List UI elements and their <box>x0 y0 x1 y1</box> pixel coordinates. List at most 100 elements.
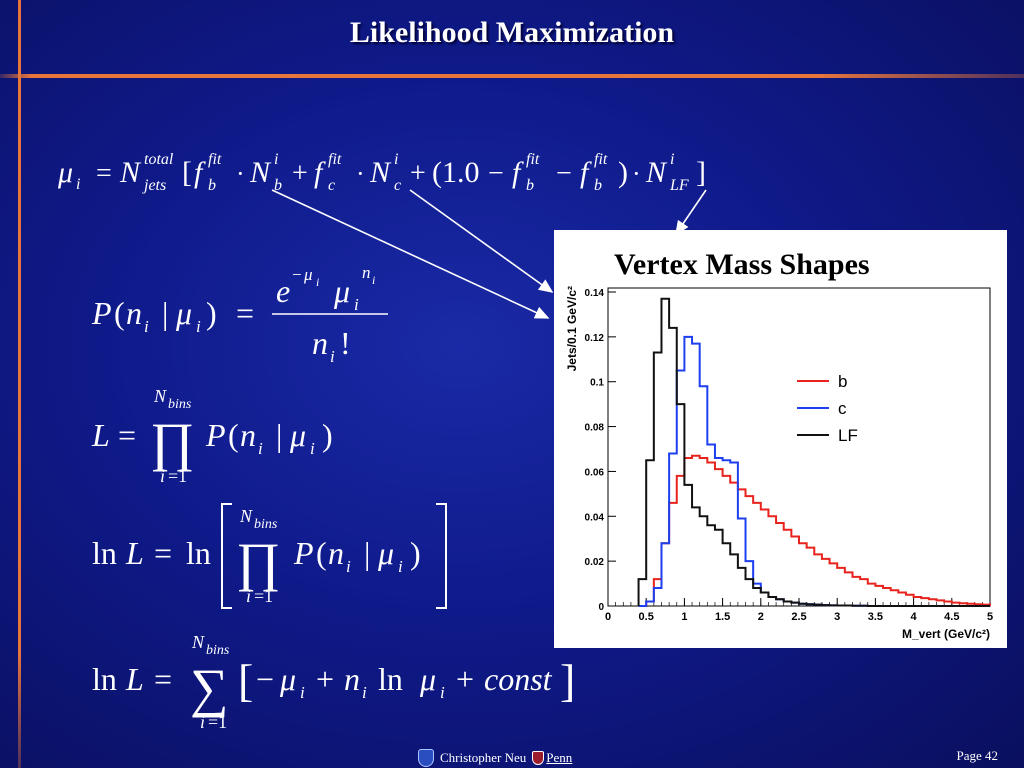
svg-text:N: N <box>249 156 272 189</box>
svg-text:fit: fit <box>208 151 222 168</box>
x-tick-label: 4 <box>911 611 918 623</box>
svg-text:n: n <box>328 535 344 571</box>
svg-text:i: i <box>316 275 319 289</box>
horizontal-accent-line <box>0 74 1024 78</box>
x-tick-label: 3.5 <box>868 611 883 623</box>
svg-text:[: [ <box>238 655 253 706</box>
svg-text:i: i <box>310 439 315 458</box>
x-tick-label: 4.5 <box>944 611 959 623</box>
y-tick-label: 0.14 <box>585 288 605 299</box>
svg-text:ln: ln <box>92 661 117 697</box>
x-tick-label: 5 <box>987 611 993 623</box>
svg-text:(: ( <box>228 417 239 453</box>
svg-text:=1: =1 <box>168 466 187 486</box>
svg-text:i: i <box>76 176 80 193</box>
chart-title: Vertex Mass Shapes <box>614 248 870 281</box>
footer-author: Christopher Neu <box>440 750 527 765</box>
svg-text:[: [ <box>182 156 192 189</box>
university-shield-icon <box>418 749 434 767</box>
svg-text:N: N <box>369 156 392 189</box>
slide-title: Likelihood Maximization <box>349 16 675 49</box>
svg-text:μ: μ <box>279 661 296 697</box>
svg-text:i: i <box>274 151 278 168</box>
svg-text:+: + <box>456 661 474 697</box>
svg-text:n: n <box>344 661 360 697</box>
svg-text:+: + <box>410 158 426 189</box>
svg-text:ln: ln <box>378 661 403 697</box>
svg-text:i: i <box>362 683 367 702</box>
y-tick-label: 0.04 <box>585 512 605 523</box>
svg-text:P: P <box>293 535 314 571</box>
y-tick-label: 0.08 <box>585 423 605 434</box>
penn-logo-text: Penn <box>546 750 573 765</box>
svg-text:): ) <box>206 295 217 331</box>
equation-mu: μ i = N total jets [ f fit b · N i b + f… <box>56 142 776 198</box>
svg-text:=: = <box>96 158 112 189</box>
svg-text:LF: LF <box>669 177 689 194</box>
svg-text:=1: =1 <box>208 712 227 732</box>
svg-text:N: N <box>645 156 668 189</box>
y-tick-label: 0.06 <box>585 467 605 478</box>
svg-text:−: − <box>556 158 572 189</box>
svg-text:n: n <box>126 295 142 331</box>
series-line-c <box>638 335 990 607</box>
svg-text:i: i <box>330 347 335 366</box>
svg-text:μ: μ <box>289 417 306 453</box>
penn-logo: Penn <box>532 750 572 766</box>
svg-text:i: i <box>346 557 351 576</box>
svg-text:fit: fit <box>594 151 608 168</box>
x-tick-label: 1.5 <box>715 611 730 623</box>
svg-text:i: i <box>200 712 205 732</box>
equation-log-likelihood-sum: ln L = N bins ∑ i =1 [ − μ i + n i ln μ … <box>90 626 610 738</box>
svg-text:L: L <box>125 535 144 571</box>
series-line-LF <box>637 297 990 607</box>
svg-text:): ) <box>618 156 628 189</box>
svg-text:P: P <box>205 417 226 453</box>
y-axis-label: Jets/0.1 GeV/c² <box>565 286 579 371</box>
svg-text:N: N <box>119 156 142 189</box>
svg-text:b: b <box>594 177 602 194</box>
svg-text:ln: ln <box>186 535 211 571</box>
svg-text:·: · <box>632 159 641 188</box>
svg-text:): ) <box>322 417 333 453</box>
y-tick-label: 0.1 <box>590 378 604 389</box>
svg-text:]: ] <box>696 156 706 189</box>
svg-text:+: + <box>316 661 334 697</box>
svg-text:N: N <box>191 632 205 652</box>
svg-text:L: L <box>125 661 144 697</box>
svg-text:|: | <box>276 417 282 453</box>
svg-text:μ: μ <box>303 265 313 284</box>
svg-text:(1.0: (1.0 <box>432 156 480 189</box>
svg-text:|: | <box>364 535 370 571</box>
svg-text:i: i <box>354 295 359 314</box>
svg-text:i: i <box>372 273 375 287</box>
svg-text:=: = <box>118 417 136 453</box>
legend-label-b: b <box>838 372 847 391</box>
svg-text:]: ] <box>560 655 575 706</box>
equation-log-likelihood: ln L = ln N bins ∏ i =1 P ( n i | μ i ) <box>90 498 470 614</box>
svg-text:fit: fit <box>328 151 342 168</box>
x-axis-label: M_vert (GeV/c²) <box>902 627 990 641</box>
svg-text:=: = <box>236 295 254 331</box>
svg-text:|: | <box>162 295 168 331</box>
svg-text:·: · <box>236 159 245 188</box>
svg-text:const: const <box>484 661 553 697</box>
svg-text:e: e <box>276 273 290 309</box>
svg-text:total: total <box>144 151 174 168</box>
svg-text:=: = <box>154 661 172 697</box>
x-tick-label: 2 <box>758 611 764 623</box>
svg-text:+: + <box>292 158 308 189</box>
legend-label-c: c <box>838 399 847 418</box>
svg-text:N: N <box>153 386 167 406</box>
svg-text:i: i <box>398 557 403 576</box>
vertex-mass-chart: 0 0.02 0.04 0.06 0.08 0.1 0.12 0.14 0 0.5 1 1.5 2 2.5… <box>554 230 1007 648</box>
equation-poisson: P ( n i | μ i ) = e − μ i μ i n i n i ! <box>90 262 410 372</box>
svg-text:i: i <box>246 586 251 606</box>
svg-text:μ: μ <box>419 661 436 697</box>
svg-text:c: c <box>394 177 401 194</box>
x-tick-label: 1 <box>681 611 687 623</box>
svg-text:): ) <box>410 535 421 571</box>
svg-text:(: ( <box>114 295 125 331</box>
svg-text:ln: ln <box>92 535 117 571</box>
legend-label-LF: LF <box>838 426 858 445</box>
